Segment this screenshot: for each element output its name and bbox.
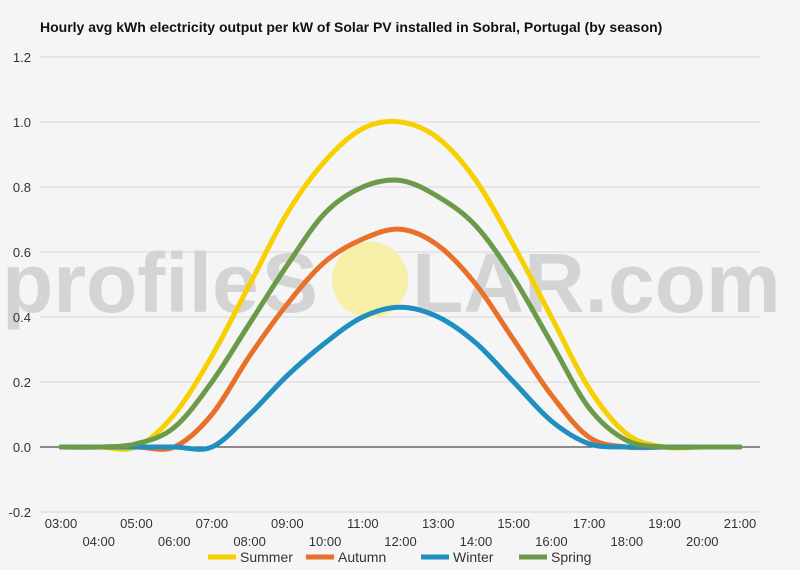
y-tick-label: 0.4 [13, 310, 31, 325]
y-tick-label: 0.8 [13, 180, 31, 195]
x-tick-label: 08:00 [233, 534, 266, 549]
x-tick-label: 03:00 [45, 516, 78, 531]
y-axis: -0.2 0.0 0.2 0.4 0.6 0.8 1.0 1.2 [9, 50, 31, 520]
y-tick-label: 0.2 [13, 375, 31, 390]
x-axis: 03:00 04:00 05:00 06:00 07:00 08:00 09:00 10:00… [45, 516, 757, 549]
series-line-winter [58, 304, 743, 452]
y-tick-label: 0.6 [13, 245, 31, 260]
y-tick-label: 1.0 [13, 115, 31, 130]
y-tick-label: -0.2 [9, 505, 31, 520]
y-tick-label: 0.0 [13, 440, 31, 455]
series-lines [58, 118, 743, 452]
x-tick-label: 12:00 [384, 534, 417, 549]
x-tick-label: 13:00 [422, 516, 455, 531]
legend: Summer Autumn Winter Spring [208, 549, 591, 565]
series-line-summer [58, 118, 743, 452]
gridlines [40, 56, 760, 513]
legend-label-spring: Spring [551, 549, 591, 565]
watermark: profile S LAR.com [2, 236, 781, 330]
x-tick-label: 06:00 [158, 534, 191, 549]
series-line-spring [58, 177, 743, 450]
x-tick-label: 15:00 [497, 516, 530, 531]
x-tick-label: 19:00 [648, 516, 681, 531]
x-tick-label: 09:00 [271, 516, 304, 531]
x-tick-label: 07:00 [196, 516, 229, 531]
legend-label-autumn: Autumn [338, 549, 386, 565]
x-tick-label: 05:00 [120, 516, 153, 531]
x-tick-label: 14:00 [460, 534, 493, 549]
watermark-text-left: profile [2, 236, 259, 330]
legend-label-winter: Winter [453, 549, 494, 565]
x-tick-label: 16:00 [535, 534, 568, 549]
legend-label-summer: Summer [240, 549, 293, 565]
x-tick-label: 18:00 [611, 534, 644, 549]
watermark-sun-icon [332, 242, 408, 318]
x-tick-label: 11:00 [347, 516, 379, 531]
x-tick-label: 20:00 [686, 534, 719, 549]
x-tick-label: 17:00 [573, 516, 606, 531]
chart-title: Hourly avg kWh electricity output per kW… [40, 19, 663, 35]
x-tick-label: 04:00 [82, 534, 115, 549]
y-tick-label: 1.2 [13, 50, 31, 65]
x-tick-label: 10:00 [309, 534, 342, 549]
x-tick-label: 21:00 [724, 516, 757, 531]
watermark-text-right: LAR.com [412, 236, 781, 330]
watermark-text-mid: S [262, 236, 318, 330]
